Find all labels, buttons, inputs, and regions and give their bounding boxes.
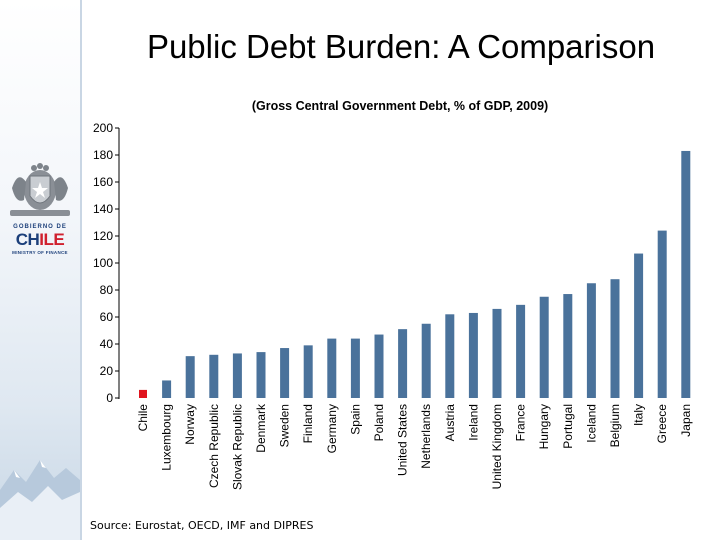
x-tick-label: Czech Republic [207, 404, 221, 488]
y-tick-label: 160 [93, 175, 113, 189]
bar-sweden [280, 348, 290, 398]
bar-portugal [563, 294, 573, 398]
y-tick-label: 180 [93, 148, 113, 162]
bar-poland [374, 334, 384, 398]
x-tick-label: Iceland [584, 404, 598, 443]
bar-hungary [539, 296, 549, 398]
x-tick-label: Belgium [608, 404, 622, 447]
chart-title: (Gross Central Government Debt, % of GDP… [252, 99, 548, 113]
x-tick-label: Ireland [466, 404, 480, 441]
logo-gobierno-text: GOBIERNO DE [13, 224, 67, 230]
y-tick-label: 60 [100, 310, 114, 324]
bar-iceland [586, 283, 596, 398]
bar-ireland [468, 312, 478, 398]
bar-united-kingdom [492, 308, 502, 398]
x-tick-label: Italy [632, 404, 646, 426]
bar-norway [185, 356, 195, 398]
bar-japan [681, 150, 691, 398]
bar-france [516, 304, 526, 398]
logo-chile-part1: CH [15, 230, 40, 249]
x-tick-label: Slovak Republic [230, 404, 244, 490]
x-tick-label: Portugal [561, 404, 575, 449]
logo-chile-part2: ILE [39, 230, 65, 249]
bar-austria [445, 314, 455, 398]
x-tick-label: United States [396, 404, 410, 476]
x-tick-label: Germany [325, 404, 339, 453]
y-tick-label: 200 [93, 121, 113, 135]
y-tick-label: 40 [100, 337, 114, 351]
x-tick-label: Netherlands [419, 404, 433, 469]
bar-germany [327, 338, 337, 398]
x-tick-label: Denmark [254, 403, 268, 453]
x-tick-label: United Kingdom [490, 404, 504, 489]
x-tick-label: Poland [372, 404, 386, 441]
bar-chile [139, 389, 147, 398]
x-tick-label: Norway [183, 404, 197, 445]
bar-belgium [610, 279, 620, 398]
x-tick-label: Chile [136, 404, 150, 432]
y-tick-label: 20 [100, 364, 114, 378]
page-title: Public Debt Burden: A Comparison [146, 28, 656, 65]
bar-united-states [398, 329, 408, 398]
bar-chart-svg: (Gross Central Government Debt, % of GDP… [93, 99, 693, 490]
bar-slovak-republic [232, 353, 242, 398]
y-tick-label: 80 [100, 283, 114, 297]
x-tick-label: France [514, 404, 528, 442]
x-tick-label: Hungary [537, 404, 551, 449]
sidebar-panel: GOBIERNO DE CHILE MINISTRY OF FINANCE [0, 0, 82, 540]
x-tick-label: Spain [348, 404, 362, 435]
logo-chile-text: CHILE [4, 230, 76, 250]
bar-italy [634, 253, 644, 398]
bar-finland [303, 345, 313, 398]
x-tick-label: Finland [301, 404, 315, 443]
government-logo: GOBIERNO DE CHILE MINISTRY OF FINANCE [4, 160, 76, 260]
bar-denmark [256, 352, 266, 398]
y-tick-label: 0 [106, 391, 113, 405]
x-tick-label: Japan [679, 404, 693, 437]
x-tick-label: Austria [443, 404, 457, 442]
bar-luxembourg [162, 380, 172, 398]
x-tick-label: Sweden [278, 404, 292, 447]
y-tick-label: 100 [93, 256, 113, 270]
bar-greece [657, 230, 667, 398]
bar-chart: (Gross Central Government Debt, % of GDP… [82, 92, 712, 512]
bar-czech-republic [209, 354, 219, 398]
source-note: Source: Eurostat, OECD, IMF and DIPRES [90, 519, 314, 532]
bar-netherlands [421, 323, 431, 398]
coat-of-arms-icon [10, 163, 70, 216]
y-tick-label: 140 [93, 202, 113, 216]
y-tick-label: 120 [93, 229, 113, 243]
x-tick-label: Greece [655, 404, 669, 444]
x-tick-label: Luxembourg [160, 404, 174, 471]
logo-ministry-text: MINISTRY OF FINANCE [12, 250, 68, 255]
mountain-graphic [0, 460, 80, 540]
bar-spain [350, 338, 360, 398]
